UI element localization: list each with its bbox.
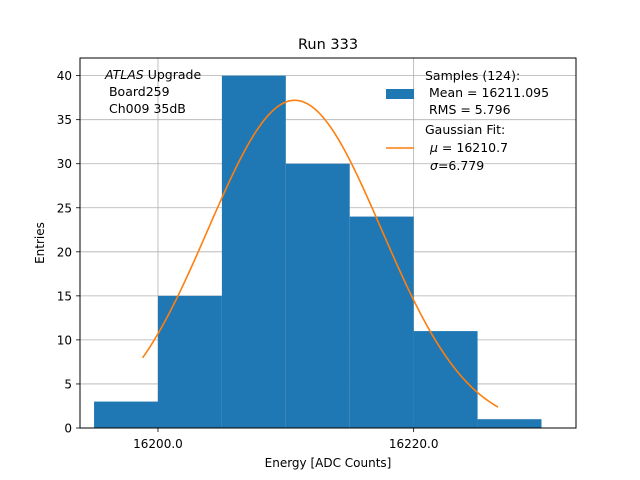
histogram-bar <box>221 75 286 428</box>
y-tick-label: 5 <box>64 377 72 391</box>
legend-samples-rms: RMS = 5.796 <box>425 102 511 117</box>
annotation-board: Board259 <box>105 84 170 99</box>
legend: Samples (124): Mean = 16211.095 RMS = 5.… <box>386 68 549 173</box>
annotation-line-1: ATLAS Upgrade <box>104 67 201 82</box>
y-tick-label: 20 <box>57 245 72 259</box>
histogram-bar <box>157 295 222 428</box>
legend-fit-title: Gaussian Fit: <box>425 122 505 137</box>
histogram-bar <box>477 419 542 428</box>
annotation-channel: Ch009 35dB <box>105 101 186 116</box>
atlas-annotation: ATLAS Upgrade Board259 Ch009 35dB <box>104 67 201 116</box>
annotation-upgrade-text: Upgrade <box>144 67 202 82</box>
y-tick-label: 30 <box>57 157 72 171</box>
y-axis-label: Entries <box>33 222 47 264</box>
histogram-bar <box>413 331 478 428</box>
x-axis-label: Energy [ADC Counts] <box>265 456 392 470</box>
plot-frame <box>79 57 577 429</box>
y-tick-label: 10 <box>57 333 72 347</box>
legend-sigma-value: =6.779 <box>438 158 484 173</box>
histogram-bar <box>285 163 350 428</box>
gaussian-fit <box>141 99 499 408</box>
y-tick-label: 25 <box>57 201 72 215</box>
chart-title: Run 333 <box>298 37 358 53</box>
legend-mu-value: = 16210.7 <box>438 140 508 155</box>
y-tick-label: 35 <box>57 113 72 127</box>
legend-samples-swatch <box>386 89 414 99</box>
y-tick-label: 15 <box>57 289 72 303</box>
y-tick-label: 40 <box>57 69 72 83</box>
legend-fit-mu: μ = 16210.7 <box>429 140 508 155</box>
legend-sigma-symbol: σ <box>430 158 439 173</box>
fit-curve <box>141 99 499 408</box>
axis-ticks: 0 5 10 15 20 25 30 35 40 16200.0 16220.0 <box>57 69 439 451</box>
legend-samples-mean: Mean = 16211.095 <box>425 85 549 100</box>
legend-mu-symbol: μ <box>429 140 438 155</box>
histogram-bar <box>349 216 414 428</box>
annotation-atlas-text: ATLAS <box>104 67 144 82</box>
histogram-bar <box>94 401 158 428</box>
y-tick-label: 0 <box>64 422 72 436</box>
x-tick-label: 16200.0 <box>133 437 183 451</box>
x-tick-label: 16220.0 <box>389 437 439 451</box>
legend-samples-title: Samples (124): <box>425 68 520 83</box>
legend-fit-sigma: σ=6.779 <box>430 158 484 173</box>
